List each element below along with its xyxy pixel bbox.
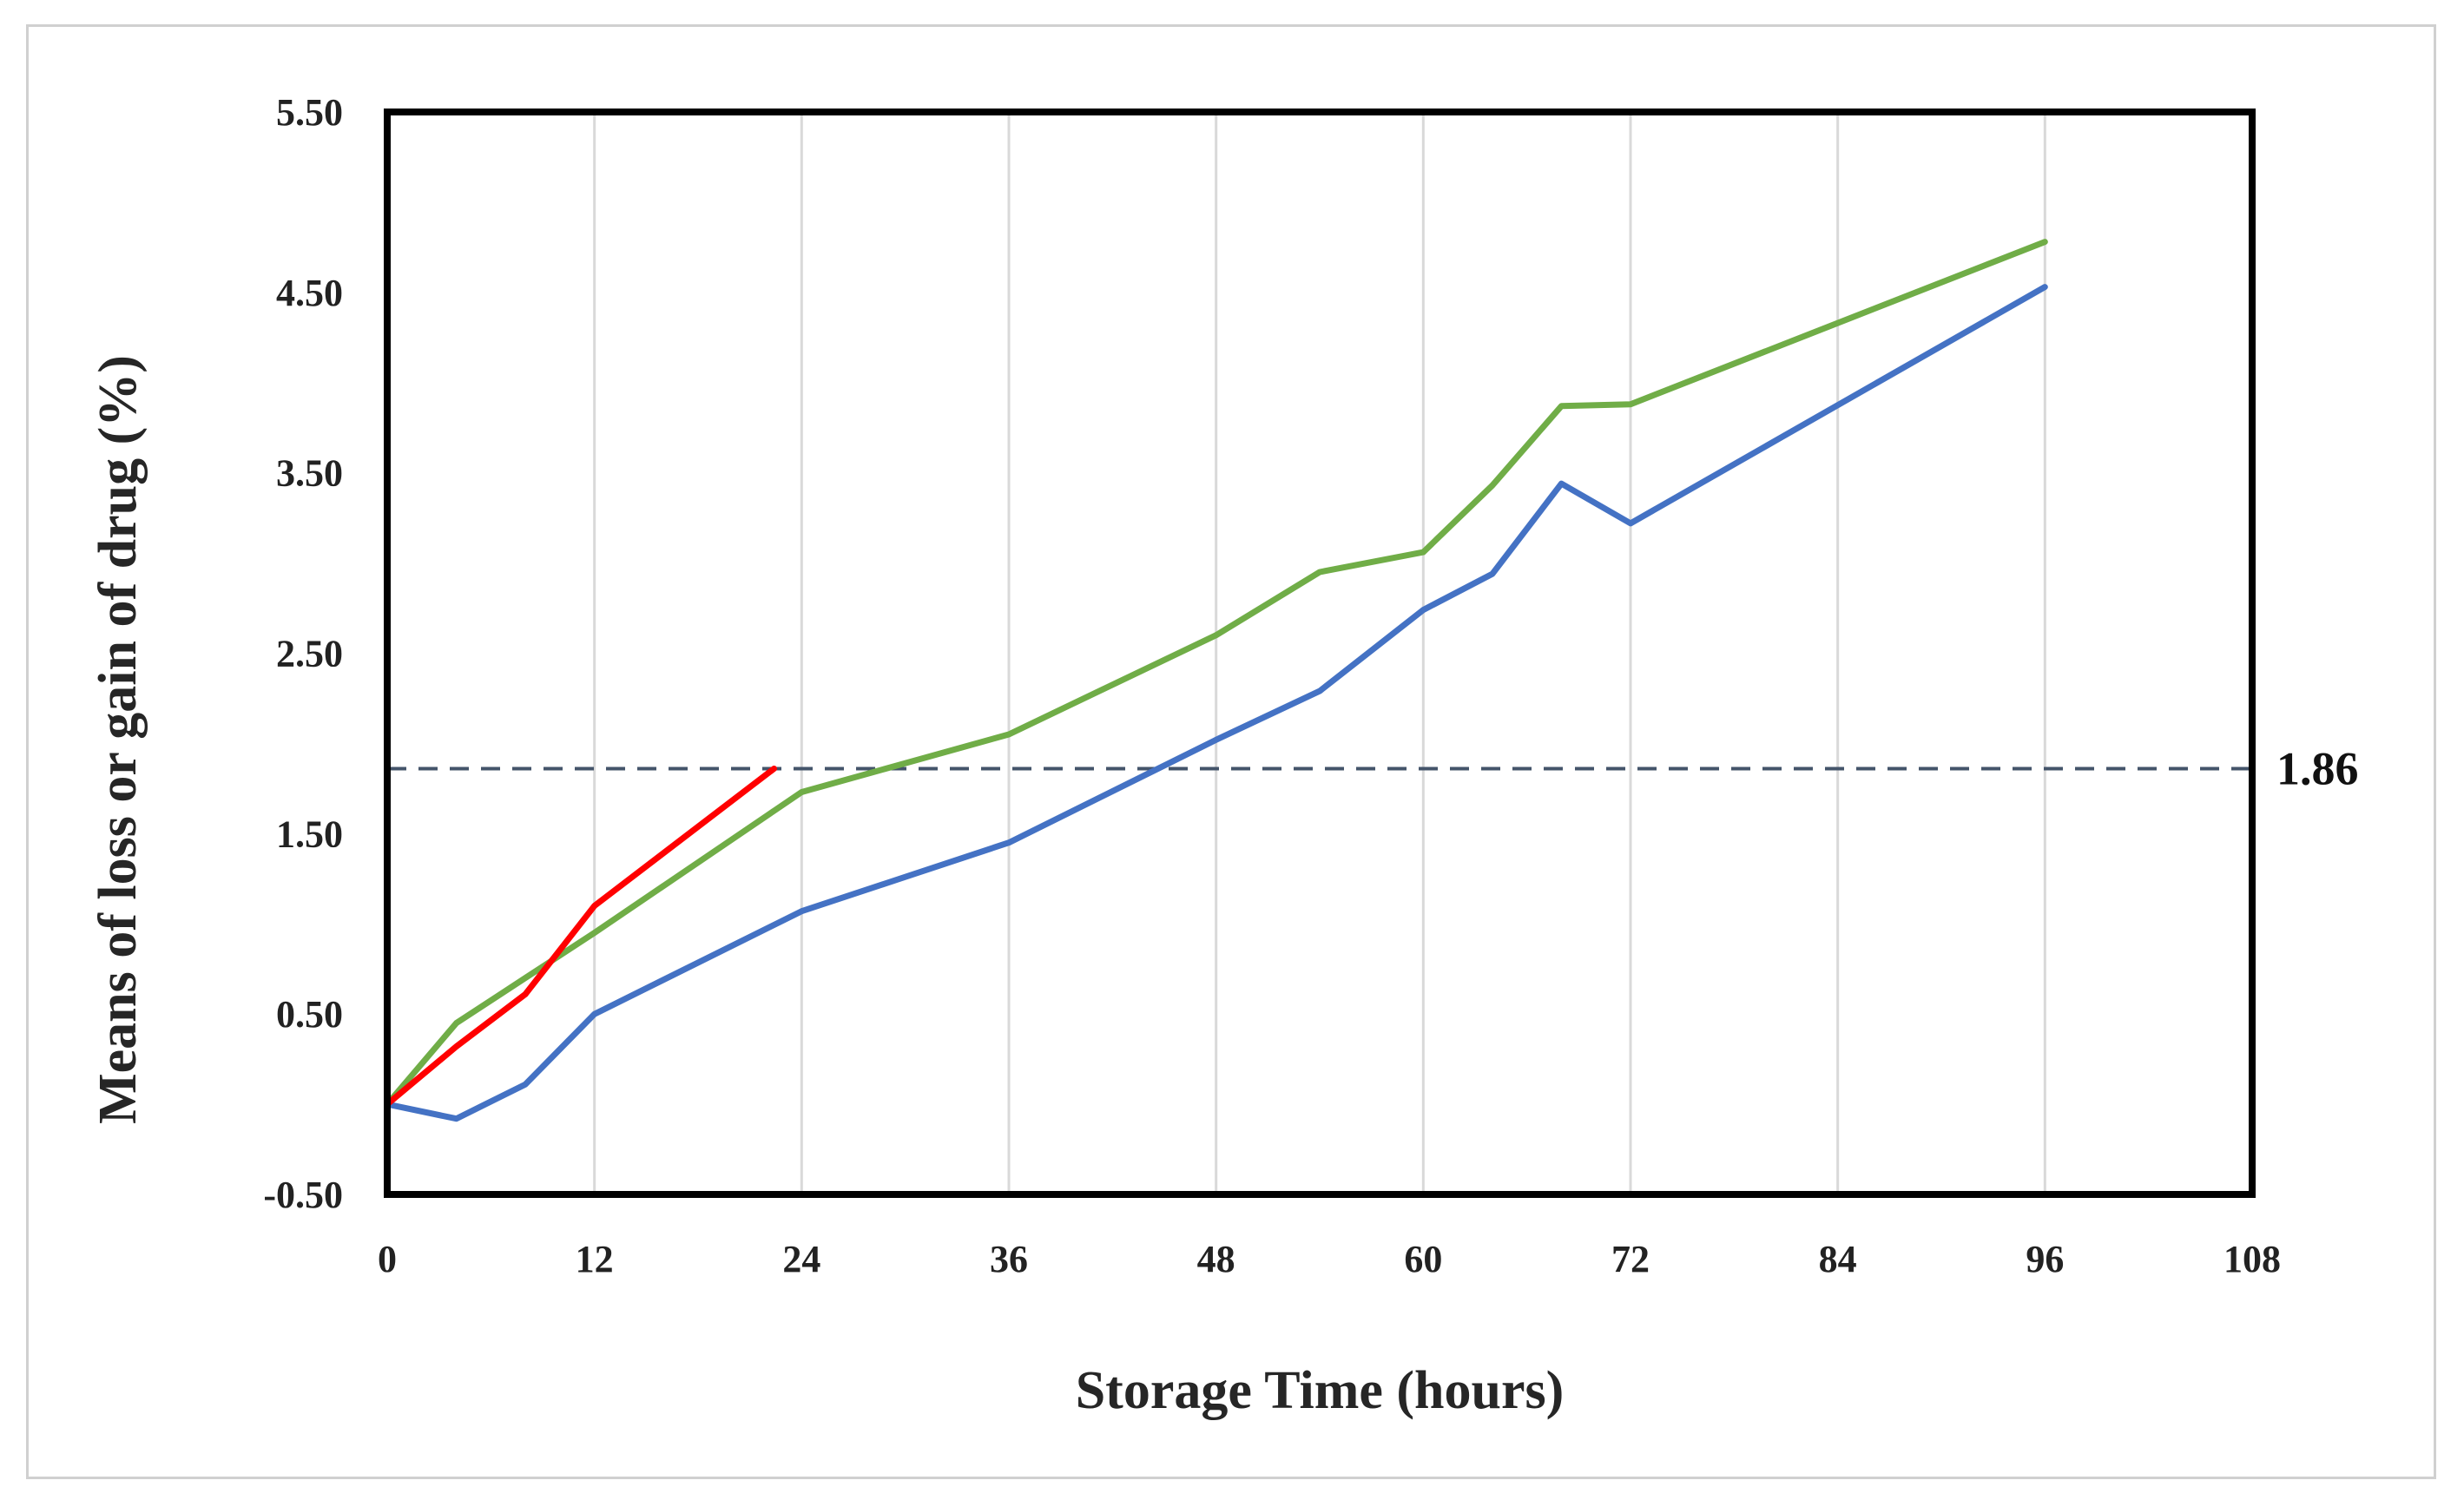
x-tick-label: 36: [990, 1238, 1028, 1280]
gridlines: [595, 112, 2046, 1194]
x-tick-label: 84: [1819, 1238, 1857, 1280]
y-tick-label: 3.50: [276, 452, 343, 495]
x-tick-label: 0: [378, 1238, 397, 1280]
x-tick-label: 24: [782, 1238, 820, 1280]
y-tick-label: -0.50: [263, 1174, 343, 1216]
x-tick-label: 60: [1404, 1238, 1442, 1280]
reference-line-label: 1.86: [2276, 743, 2359, 795]
y-axis-ticks: -0.50 0.50 1.50 2.50 3.50 4.50 5.50: [263, 91, 343, 1216]
x-axis-title: Storage Time (hours): [1076, 1361, 1565, 1420]
y-tick-label: 2.50: [276, 633, 343, 675]
x-tick-label: 12: [576, 1238, 614, 1280]
series-line-3: [387, 769, 774, 1105]
y-tick-label: 4.50: [276, 272, 343, 314]
y-axis-title: Means of loss or gain of drug (%): [89, 355, 148, 1124]
x-tick-label: 72: [1611, 1238, 1650, 1280]
x-axis-ticks: 0 12 24 36 48 60 72 84 96 108: [378, 1238, 2281, 1280]
x-tick-label: 48: [1197, 1238, 1235, 1280]
x-tick-label: 96: [2026, 1238, 2064, 1280]
y-tick-label: 0.50: [276, 993, 343, 1036]
y-tick-label: 5.50: [276, 91, 343, 134]
x-tick-label: 108: [2224, 1238, 2281, 1280]
plot-area-border: [387, 112, 2252, 1194]
y-tick-label: 1.50: [276, 812, 343, 855]
